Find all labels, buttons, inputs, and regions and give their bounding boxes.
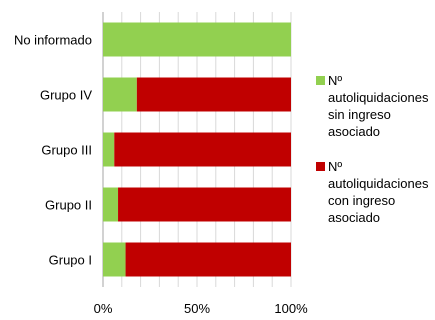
- x-tick-label: 100%: [274, 301, 308, 316]
- legend-label-sin-ingreso: Nº autoliquidaciones sin ingreso asociad…: [328, 73, 429, 139]
- bar-sin-ingreso-grupo-ii: [103, 187, 119, 222]
- category-label: Grupo IV: [40, 88, 92, 103]
- x-tick-label: 50%: [184, 301, 210, 316]
- category-labels: No informado Grupo IV Grupo III Grupo II Gru…: [14, 33, 92, 268]
- bar-sin-ingreso-grupo-iv: [103, 77, 137, 112]
- bar-con-ingreso-grupo-i: [125, 242, 291, 277]
- x-axis-tick-labels: 0% 50% 100%: [94, 301, 308, 316]
- bar-con-ingreso-grupo-iii: [114, 132, 291, 167]
- category-label: Grupo III: [41, 143, 92, 158]
- legend-swatch-sin-ingreso: [316, 76, 325, 85]
- bar-chart: No informado Grupo IV Grupo III Grupo II Gru…: [14, 12, 308, 316]
- category-label: Grupo I: [49, 253, 92, 268]
- chart-bars: [103, 22, 291, 277]
- chart-legend: Nº autoliquidaciones sin ingreso asociad…: [316, 72, 434, 244]
- bar-con-ingreso-grupo-iv: [136, 77, 291, 112]
- legend-label-con-ingreso: Nº autoliquidaciones con ingreso asociad…: [328, 159, 429, 225]
- x-tick-label: 0%: [94, 301, 113, 316]
- category-label: No informado: [14, 33, 92, 48]
- bar-sin-ingreso-no-informado: [103, 22, 291, 57]
- legend-item-con-ingreso: Nº autoliquidaciones con ingreso asociad…: [316, 158, 434, 226]
- legend-swatch-con-ingreso: [316, 162, 325, 171]
- bar-con-ingreso-grupo-ii: [118, 187, 291, 222]
- bar-sin-ingreso-grupo-iii: [103, 132, 115, 167]
- category-label: Grupo II: [45, 198, 92, 213]
- bar-sin-ingreso-grupo-i: [103, 242, 126, 277]
- legend-item-sin-ingreso: Nº autoliquidaciones sin ingreso asociad…: [316, 72, 434, 140]
